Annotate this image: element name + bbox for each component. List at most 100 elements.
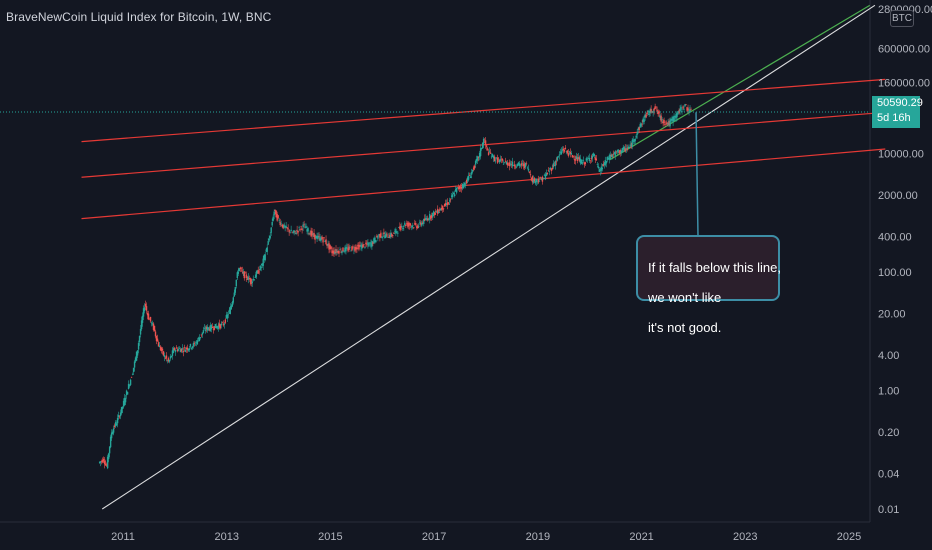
currency-badge[interactable]: BTC [890, 10, 914, 27]
candle-body [129, 379, 132, 385]
candle-body [540, 178, 543, 181]
candle-body [444, 203, 446, 207]
candle-body [142, 308, 145, 317]
candle-body [284, 226, 286, 228]
candle-body [600, 166, 602, 171]
candle-body [674, 116, 676, 117]
candle-body [588, 157, 591, 161]
candle-body [236, 272, 238, 278]
candle-body [434, 212, 436, 216]
candle-body [547, 170, 550, 171]
candle-body [417, 225, 419, 229]
candle-body [314, 234, 316, 240]
price-axis-tick-label: 10000.00 [878, 149, 924, 161]
candle-body [610, 154, 612, 156]
candle-body [657, 111, 659, 115]
candle-body [526, 167, 529, 169]
candle-body [267, 241, 269, 245]
candle-body [637, 128, 639, 130]
candle-body [302, 224, 304, 228]
candle-body [457, 187, 460, 189]
candle-body [250, 279, 252, 284]
candle-body [670, 118, 672, 122]
candle-body [577, 157, 580, 160]
candle-body [336, 250, 338, 252]
candle-body [102, 458, 105, 462]
candle-body [173, 348, 176, 351]
candle-body [290, 229, 292, 232]
candle-body [344, 247, 346, 252]
candle-body [246, 279, 248, 280]
candle-body [133, 361, 136, 368]
candle-body [121, 406, 124, 409]
candle-body [235, 279, 237, 287]
candle-body [229, 307, 232, 314]
candle-body [669, 120, 671, 127]
candle-body [604, 160, 606, 166]
candle-body [372, 242, 374, 244]
candle-body [627, 147, 629, 149]
candle-body [503, 162, 506, 164]
candle-body [196, 340, 199, 345]
candle-body [599, 170, 601, 172]
candle-body [529, 174, 532, 176]
candle-body [135, 351, 138, 361]
candle-body [237, 271, 239, 274]
candle-body [275, 210, 277, 218]
candle-body [556, 156, 559, 161]
candle-body [239, 267, 241, 269]
candle-body [455, 187, 458, 193]
candle-body [359, 245, 361, 247]
candle-body [576, 157, 579, 161]
candle-body [511, 161, 514, 167]
candle-body [459, 187, 462, 188]
candle-body [265, 249, 267, 252]
candle-body [217, 325, 220, 329]
candle-body [382, 236, 384, 238]
candle-body [492, 155, 495, 159]
candle-body [122, 400, 125, 407]
candle-body [365, 242, 367, 245]
candle-body [179, 349, 182, 353]
candle-body [419, 221, 421, 223]
time-axis-tick-label: 2025 [837, 531, 861, 543]
candle-body [335, 249, 337, 253]
candle-body [386, 232, 388, 234]
candle-body [442, 205, 444, 210]
candle-body [642, 118, 644, 123]
candle-body [141, 315, 144, 323]
candle-body [334, 252, 336, 254]
candle-body [127, 383, 130, 389]
candle-body [166, 360, 169, 361]
candle-body [440, 208, 442, 211]
candle-body [185, 347, 188, 349]
candle-body [597, 166, 599, 169]
candle-body [178, 348, 181, 349]
candle-body [400, 225, 402, 231]
annotation-callout[interactable]: If it falls below this line, we won't li… [636, 235, 781, 335]
candle-body [668, 121, 670, 125]
candle-body [287, 228, 289, 229]
candle-body [421, 223, 423, 226]
price-axis-tick-label: 0.04 [878, 468, 899, 480]
candle-body [557, 156, 560, 157]
candle-body [620, 151, 622, 154]
candle-body [566, 150, 569, 153]
candle-body [221, 322, 224, 324]
candle-body [283, 224, 285, 228]
candle-body [295, 232, 297, 235]
candle-body [171, 350, 174, 356]
candle-body [268, 238, 270, 241]
candle-body [186, 347, 189, 350]
candle-body [358, 245, 360, 250]
candle-body [415, 223, 417, 225]
candle-body [99, 461, 102, 463]
candle-body [383, 232, 385, 234]
candle-body [420, 222, 422, 225]
candle-body [277, 215, 279, 219]
candle-body [428, 219, 430, 220]
candle-body [665, 120, 667, 122]
candle-body [369, 242, 371, 244]
price-axis-tick-label: 1.00 [878, 386, 899, 398]
